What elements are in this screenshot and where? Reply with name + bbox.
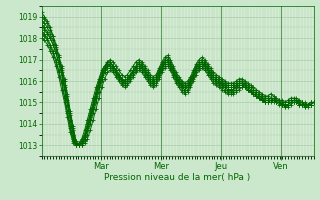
X-axis label: Pression niveau de la mer( hPa ): Pression niveau de la mer( hPa ) <box>104 173 251 182</box>
